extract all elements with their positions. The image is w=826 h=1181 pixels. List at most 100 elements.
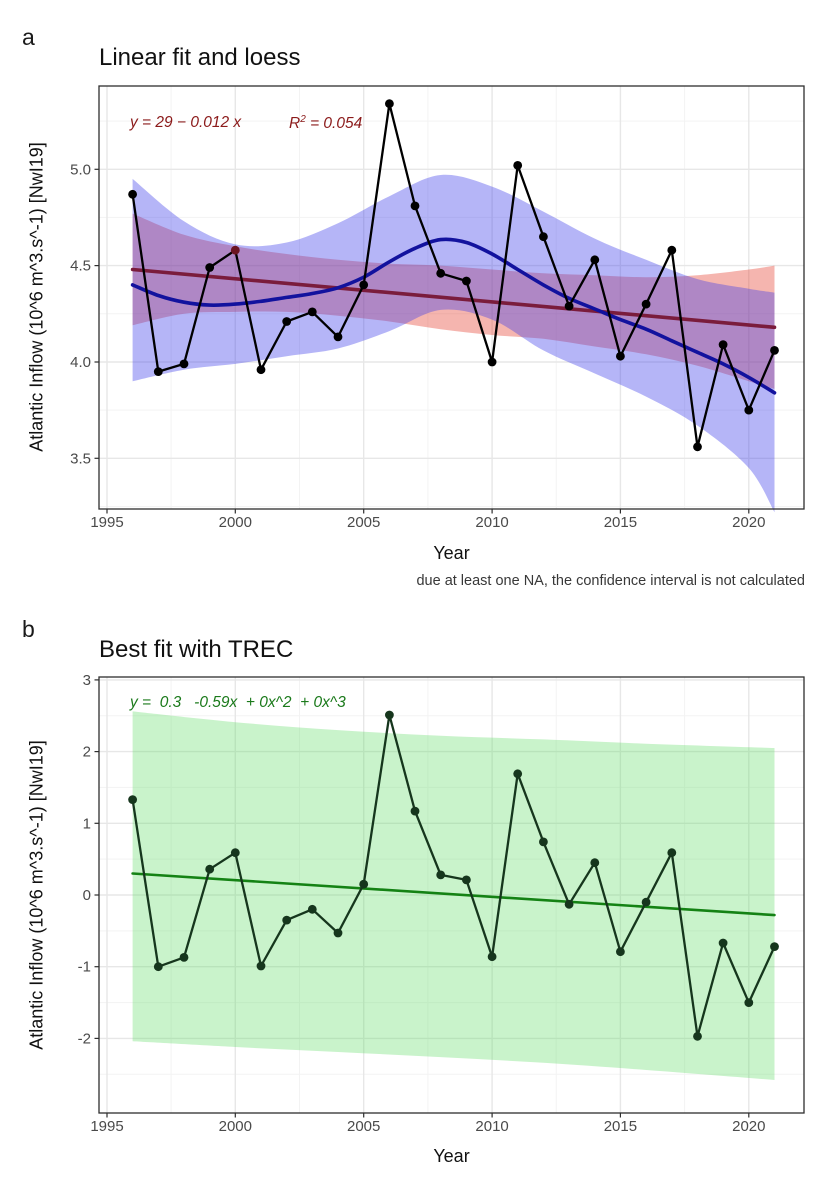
y-tick-label: 2 — [83, 744, 91, 761]
x-tick-label: 1995 — [90, 514, 123, 531]
data-point — [282, 317, 292, 326]
data-point — [641, 299, 651, 309]
data-point — [256, 961, 266, 971]
data-point — [462, 276, 471, 286]
data-point — [513, 769, 523, 779]
r2-base: R — [289, 115, 301, 133]
data-point — [487, 952, 497, 962]
y-tick-label: -2 — [78, 1030, 91, 1047]
chart-a-x-axis-label: Year — [433, 543, 470, 563]
data-point — [539, 232, 548, 242]
data-point — [770, 942, 779, 951]
data-point — [333, 332, 343, 342]
r2-exponent: 2 — [300, 114, 306, 125]
chart-a: 1995 2000 2005 2010 2015 2020 3.5 4.0 4.5 5.0 — [70, 85, 805, 531]
na-caption: due at least one NA, the confidence inte… — [416, 573, 805, 589]
r2-value: = 0.054 — [305, 115, 363, 133]
data-point — [282, 915, 292, 925]
data-point — [230, 848, 240, 858]
data-point — [179, 953, 189, 962]
data-point — [256, 365, 266, 375]
trec-fit-line — [131, 872, 776, 917]
data-point — [153, 367, 163, 376]
data-point — [179, 359, 189, 369]
y-tick-label: 4.5 — [70, 258, 91, 275]
data-point — [590, 255, 600, 265]
data-point — [590, 858, 600, 868]
data-point — [539, 837, 548, 847]
panel-label-a: a — [22, 24, 35, 50]
y-tick-label: 4.0 — [70, 354, 91, 371]
chart-b-title: Best fit with TREC — [99, 636, 294, 663]
panel-label-b: b — [22, 616, 35, 642]
data-point — [667, 848, 677, 858]
data-point — [462, 875, 471, 885]
chart-b-y-axis-label: Atlantic Inflow (10^6 m^3.s^-1) [NwI19] — [26, 740, 47, 1050]
data-point — [513, 161, 523, 170]
data-point — [616, 947, 625, 957]
loess-fit-line — [130, 237, 777, 395]
y-tick-label: 5.0 — [70, 161, 91, 178]
y-tick-label: 0 — [83, 887, 91, 904]
data-point — [564, 899, 574, 909]
chart-a-title: Linear fit and loess — [99, 44, 301, 71]
chart-b: 1995 2000 2005 2010 2015 2020 -2 -1 0 1 2 3 — [78, 672, 805, 1135]
data-point — [410, 201, 420, 211]
data-point — [436, 870, 446, 880]
y-tick-label: 3.5 — [70, 450, 91, 467]
data-line — [131, 102, 776, 448]
data-point — [667, 245, 677, 255]
data-point — [205, 263, 215, 272]
data-point — [307, 904, 317, 914]
data-point — [128, 189, 138, 199]
chart-a-equation: y = 29 − 0.012 x — [130, 114, 242, 131]
data-line — [131, 713, 776, 1038]
chart-a-y-axis-label: Atlantic Inflow (10^6 m^3.s^-1) [NwI19] — [26, 142, 47, 452]
data-point — [718, 340, 728, 349]
y-tick-label: 1 — [83, 815, 91, 832]
x-tick-label: 2005 — [347, 1118, 380, 1135]
loess-ci-ribbon — [132, 174, 775, 513]
x-tick-label: 2020 — [732, 514, 765, 531]
data-point — [385, 99, 394, 109]
data-point — [487, 357, 497, 367]
data-point — [359, 879, 369, 889]
linear-ci-ribbon — [132, 213, 775, 389]
data-point — [307, 307, 317, 317]
x-tick-label: 2015 — [604, 514, 637, 531]
data-point — [385, 710, 394, 720]
y-tick-label: -1 — [78, 959, 91, 976]
data-point — [359, 280, 369, 290]
data-point — [564, 301, 574, 311]
x-tick-label: 2010 — [475, 514, 508, 531]
data-point — [718, 938, 728, 948]
chart-b-x-axis-label: Year — [433, 1146, 470, 1166]
chart-b-equation: y = 0.3 -0.59x + 0x^2 + 0x^3 — [130, 694, 346, 711]
y-tick-label: 3 — [83, 672, 91, 689]
x-tick-label: 1995 — [90, 1118, 123, 1135]
data-point — [230, 245, 240, 255]
data-point — [333, 928, 343, 938]
panel-border — [98, 85, 805, 510]
x-tick-label: 2015 — [604, 1118, 637, 1135]
x-tick-label: 2020 — [732, 1118, 765, 1135]
x-tick-label: 2010 — [475, 1118, 508, 1135]
data-point — [128, 795, 138, 804]
data-point — [744, 405, 754, 415]
x-tick-label: 2000 — [219, 514, 252, 531]
x-tick-label: 2005 — [347, 514, 380, 531]
data-point — [153, 962, 163, 972]
data-point — [436, 268, 446, 278]
x-tick-label: 2000 — [219, 1118, 252, 1135]
data-point — [770, 346, 779, 355]
linear-fit-line — [130, 267, 777, 330]
data-point — [410, 806, 420, 816]
data-point — [693, 442, 702, 452]
data-point — [205, 864, 215, 874]
data-point — [641, 897, 651, 907]
data-point — [693, 1031, 702, 1041]
data-point — [744, 998, 754, 1007]
data-point — [616, 351, 625, 361]
